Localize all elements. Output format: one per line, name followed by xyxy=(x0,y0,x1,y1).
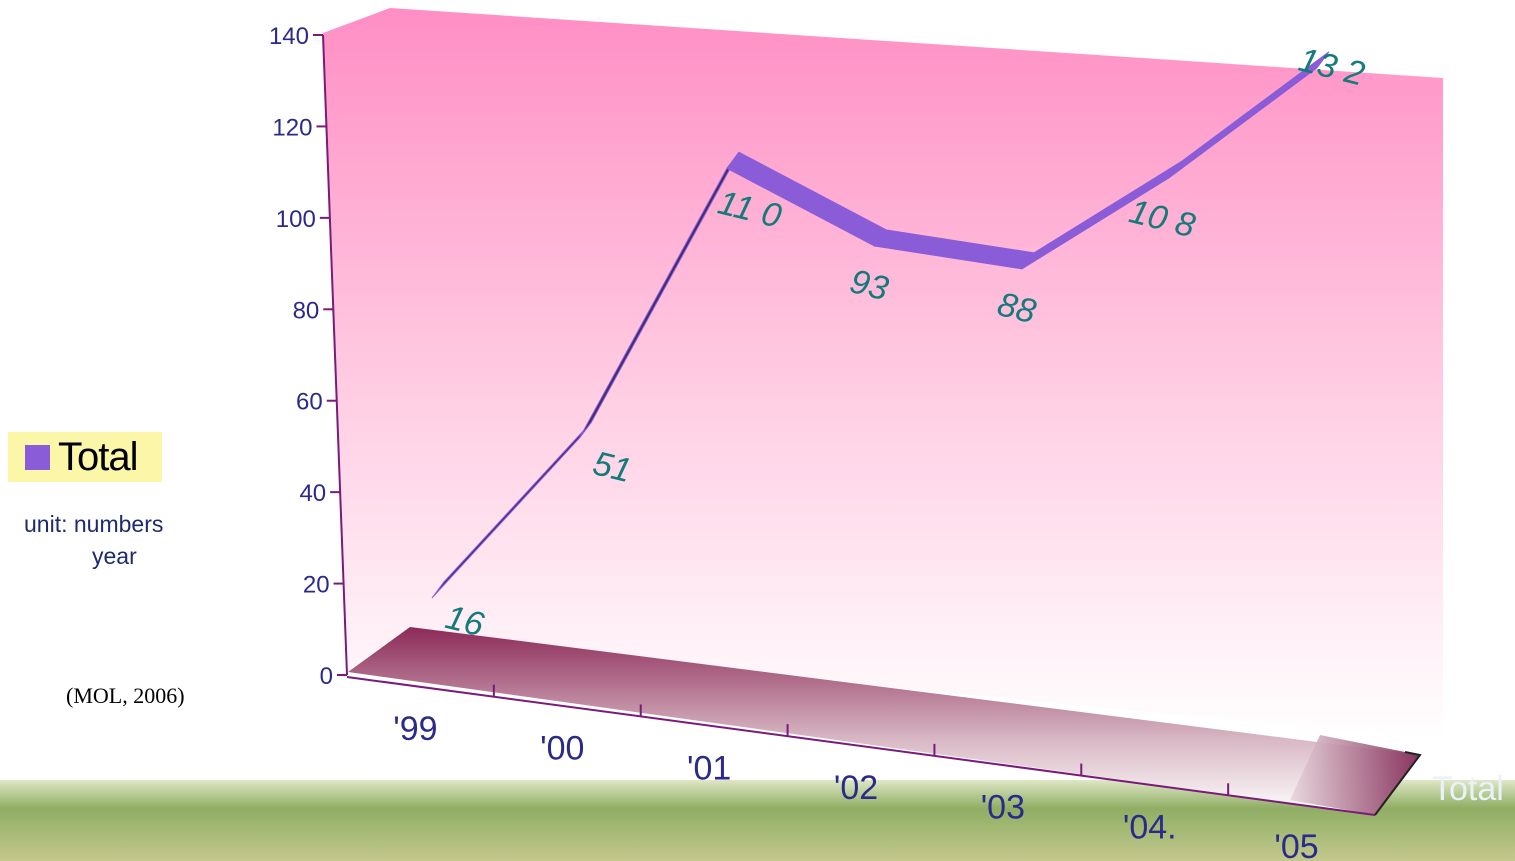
source-note: (MOL, 2006) xyxy=(66,683,185,708)
chart-floor-right-edge xyxy=(1290,735,1420,815)
x-tick-label: '04. xyxy=(1123,808,1177,846)
data-label: 16 xyxy=(442,598,488,644)
depth-axis-line xyxy=(1374,751,1422,816)
series-total xyxy=(431,51,1330,599)
y-tick-label: 0 xyxy=(320,663,333,690)
data-label: 51 xyxy=(589,444,635,490)
unit-note: unit: numbers year xyxy=(24,508,214,572)
x-tick-label: '05 xyxy=(1274,828,1318,861)
data-label: 88 xyxy=(994,285,1040,331)
legend-swatch-total xyxy=(25,444,50,470)
x-tick-label: '03 xyxy=(981,789,1025,827)
y-tick-label: 60 xyxy=(296,389,323,416)
y-tick-label: 20 xyxy=(303,572,330,599)
data-label: 93 xyxy=(846,262,892,308)
series-segment xyxy=(1169,51,1330,178)
y-tick-label: 100 xyxy=(276,206,316,233)
unit-note-line2: year xyxy=(92,543,137,569)
y-tick-label: 120 xyxy=(272,114,312,141)
x-axis-line xyxy=(346,676,1376,816)
legend: Total xyxy=(8,432,162,482)
x-tick-label: '99 xyxy=(393,710,437,748)
depth-axis-label: Total xyxy=(1432,770,1504,808)
axes: 0 20 40 60 80 100 120 140 '99 '00 '01 '02 '03 '04. '05 xyxy=(269,23,1422,861)
legend-label-total: Total xyxy=(58,434,138,479)
x-tick-label: '02 xyxy=(834,769,878,807)
y-axis-line xyxy=(322,34,348,676)
chart-floor xyxy=(348,627,1420,815)
y-tick-label: 80 xyxy=(293,297,320,324)
y-tick-label: 40 xyxy=(299,480,326,507)
x-tick-label: '00 xyxy=(540,730,584,768)
y-tick-label: 140 xyxy=(269,23,309,50)
chart-back-wall xyxy=(323,8,1443,740)
x-tick-label: '01 xyxy=(687,749,731,787)
unit-note-line1: unit: numbers xyxy=(24,511,164,537)
